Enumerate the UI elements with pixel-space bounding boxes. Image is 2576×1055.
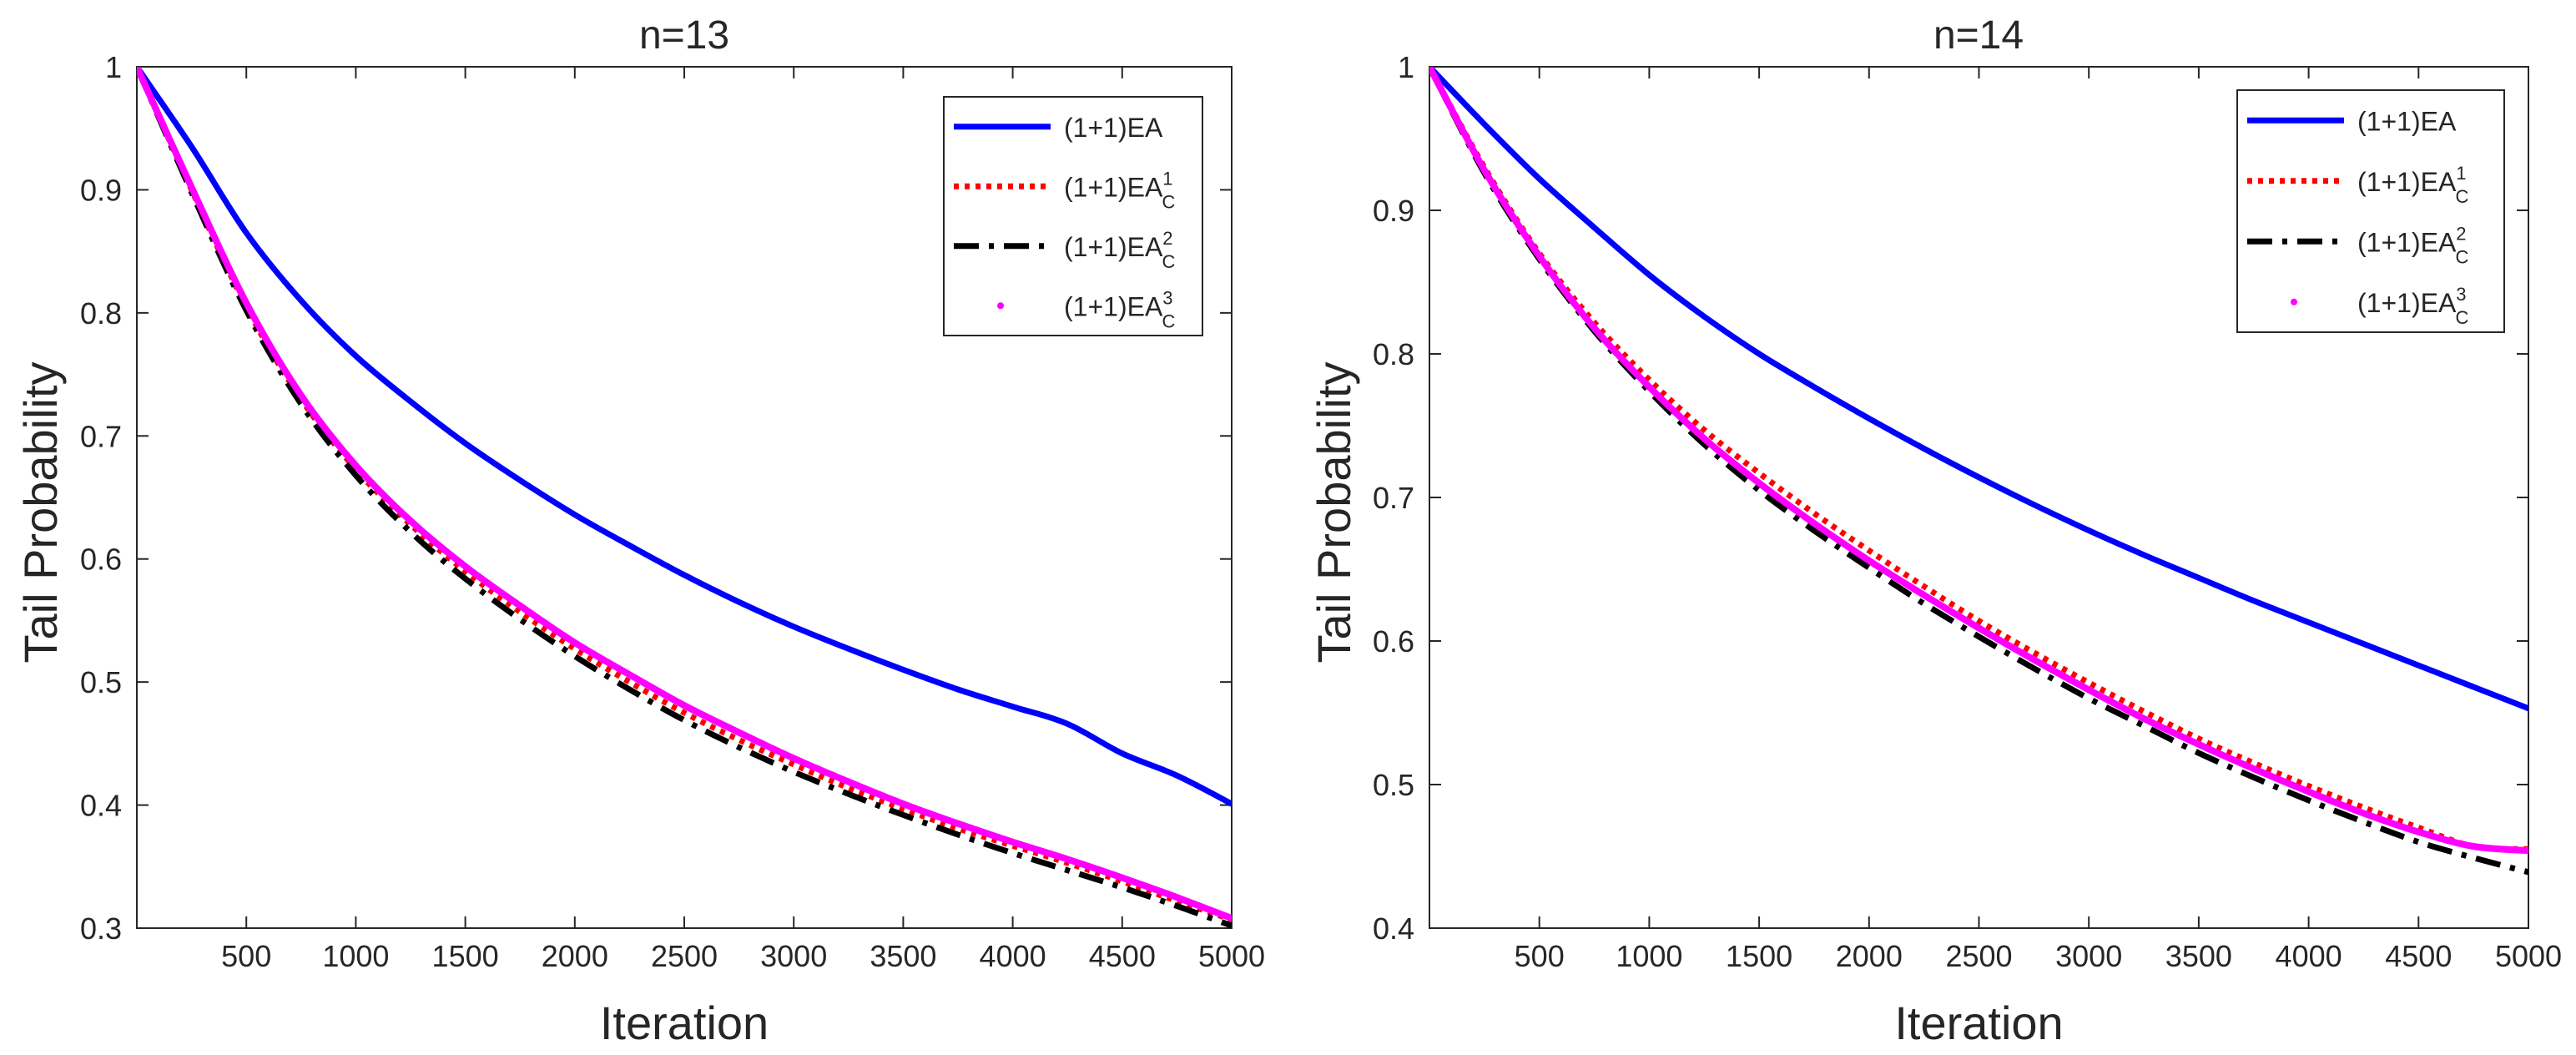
legend-label-sub: C [1162, 310, 1176, 331]
x-tick-label: 4000 [2276, 939, 2342, 973]
y-tick-label: 0.5 [80, 665, 122, 699]
y-tick-label: 1 [105, 50, 122, 84]
series-line-1 [1429, 67, 2528, 712]
legend-label: (1+1)EA3 C [1064, 287, 1176, 331]
legend-label-base: (1+1)EA [1064, 172, 1163, 202]
legend-label-sub: C [2456, 307, 2469, 328]
x-tick-label: 4500 [2385, 939, 2452, 973]
x-tick-label: 2000 [1836, 939, 1903, 973]
x-tick-label: 3500 [2165, 939, 2232, 973]
legend-label-sup: 1 [1162, 168, 1172, 189]
legend-label-sup: 2 [2456, 223, 2466, 244]
legend-item: (1+1)EA3 C [997, 287, 1176, 331]
x-tick-label: 2500 [1945, 939, 2012, 973]
legend-label-base: (1+1)EA [2357, 167, 2457, 197]
y-tick-label: 0.8 [1373, 337, 1414, 371]
x-tick-label: 500 [1515, 939, 1565, 973]
y-tick-label: 0.8 [80, 296, 122, 331]
legend-item: (1+1)EA [954, 113, 1163, 143]
legend-label-sup: 1 [2456, 163, 2466, 184]
x-tick-label: 500 [221, 939, 271, 973]
x-tick-label: 2500 [651, 939, 718, 973]
y-tick-label: 0.9 [1373, 194, 1414, 228]
legend-label-base: (1+1)EA [1064, 113, 1163, 143]
legend-item: (1+1)EA2 C [954, 228, 1176, 272]
y-axis-label: Tail Probability [1308, 361, 1360, 663]
y-tick-label: 0.6 [1373, 624, 1414, 659]
x-tick-label: 5000 [2495, 939, 2562, 973]
legend-item: (1+1)EA [2247, 106, 2457, 136]
chart-title: n=13 [639, 13, 729, 58]
legend-label-sub: C [1162, 251, 1176, 272]
legend-label: (1+1)EA1 C [2357, 163, 2469, 207]
x-axis-label: Iteration [600, 997, 769, 1049]
legend-label: (1+1)EA3 C [2357, 284, 2469, 328]
legend-label: (1+1)EA [1064, 113, 1163, 143]
legend-label-sup: 3 [2456, 284, 2466, 305]
x-tick-label: 1500 [1726, 939, 1792, 973]
legend-marker [997, 302, 1004, 310]
chart-panel-n14: 500 1000 1500 2000 2500 3000 3500 4000 4500 5000 0… [1308, 13, 2562, 1049]
series-line-4 [1429, 67, 2528, 855]
legend: (1+1)EA(1+1)EA1 C(1+1)EA2 C(1+1)EA3 C [943, 96, 1203, 336]
y-tick-label: 0.5 [1373, 768, 1414, 802]
legend-label-sub: C [2456, 186, 2469, 207]
x-tick-label: 3500 [870, 939, 936, 973]
legend-item: (1+1)EA1 C [954, 168, 1176, 212]
legend: (1+1)EA(1+1)EA1 C(1+1)EA2 C(1+1)EA3 C [2236, 89, 2505, 333]
x-tick-label: 3000 [760, 939, 827, 973]
legend-item: (1+1)EA1 C [2247, 163, 2469, 207]
y-tick-label: 1 [1398, 50, 1414, 84]
x-tick-label: 3000 [2055, 939, 2122, 973]
y-tick-label: 0.3 [80, 911, 122, 946]
legend-label-sub: C [2456, 246, 2469, 267]
x-tick-label: 2000 [542, 939, 608, 973]
y-tick-label: 0.6 [80, 543, 122, 577]
x-tick-label: 1000 [1616, 939, 1682, 973]
x-tick-label: 4500 [1089, 939, 1156, 973]
legend-label-base: (1+1)EA [1064, 291, 1163, 321]
legend-label-sub: C [1162, 191, 1176, 212]
y-axis-label: Tail Probability [14, 361, 67, 663]
legend-label-base: (1+1)EA [2357, 227, 2457, 257]
legend-item: (1+1)EA2 C [2247, 223, 2469, 267]
y-tick-label: 0.4 [1373, 911, 1414, 946]
series-line-1 [137, 67, 1232, 807]
x-tick-label: 4000 [980, 939, 1046, 973]
x-tick-label: 5000 [1198, 939, 1265, 973]
legend-label-base: (1+1)EA [2357, 288, 2457, 318]
series-line-2 [1429, 67, 2528, 852]
y-tick-label: 0.7 [1373, 481, 1414, 515]
series-line-4 [137, 67, 1232, 922]
legend-label: (1+1)EA1 C [1064, 168, 1176, 212]
legend-label: (1+1)EA [2357, 106, 2457, 136]
legend-label: (1+1)EA2 C [2357, 223, 2469, 267]
chart-panel-n13: 500 1000 1500 2000 2500 3000 3500 4000 4500 5000 0… [14, 13, 1265, 1049]
y-tick-label: 0.7 [80, 419, 122, 453]
legend-label-base: (1+1)EA [2357, 106, 2457, 136]
legend-box [2236, 89, 2505, 333]
x-axis-label: Iteration [1894, 997, 2063, 1049]
legend-label: (1+1)EA2 C [1064, 228, 1176, 272]
y-tick-label: 0.9 [80, 173, 122, 207]
chart-title: n=14 [1933, 13, 2024, 58]
legend-marker [2291, 298, 2297, 305]
legend-label-sup: 2 [1162, 228, 1172, 249]
legend-label-base: (1+1)EA [1064, 232, 1163, 262]
legend-label-sup: 3 [1162, 287, 1172, 308]
legend-box [943, 96, 1203, 336]
series-line-3 [137, 67, 1232, 928]
x-tick-label: 1000 [322, 939, 389, 973]
y-tick-label: 0.4 [80, 789, 122, 823]
x-tick-label: 1500 [432, 939, 499, 973]
legend-item: (1+1)EA3 C [2291, 284, 2469, 328]
